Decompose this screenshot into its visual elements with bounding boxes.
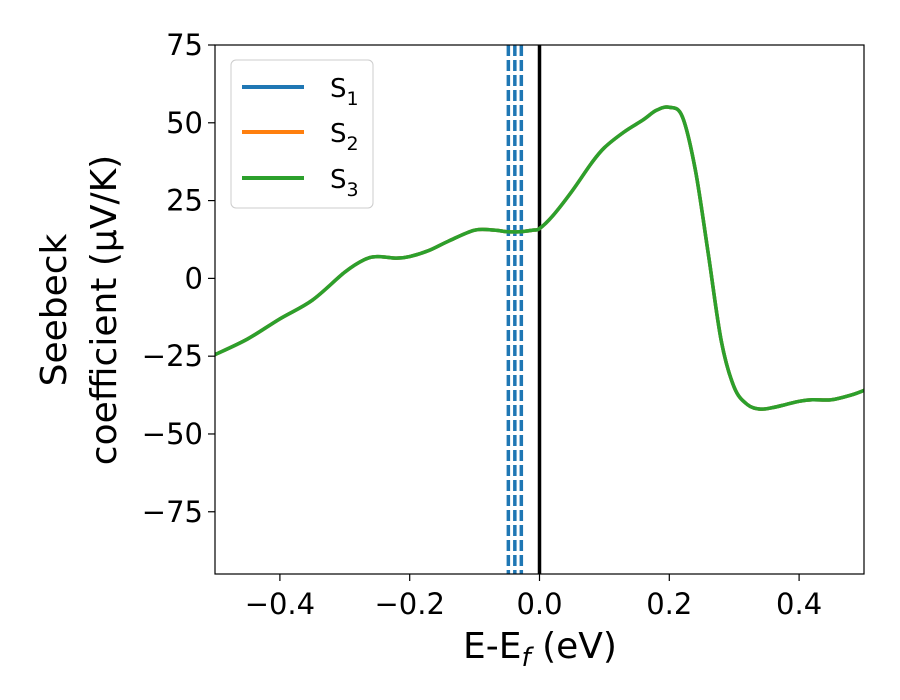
- y-axis: 75 50 25 0 −25 −50 −75: [142, 28, 215, 529]
- series-line-s3: [215, 105, 864, 411]
- x-tick-label: 0.4: [776, 587, 822, 621]
- x-tick-label: −0.2: [374, 587, 444, 621]
- plot-area: [215, 45, 864, 574]
- legend-label-s3: S3: [330, 165, 359, 201]
- y-tick-label: 50: [166, 106, 203, 140]
- y-tick-label: 25: [166, 184, 203, 218]
- x-tick-label: −0.4: [245, 587, 315, 621]
- legend-label-s2: S2: [330, 119, 359, 155]
- y-tick-label: 0: [185, 261, 203, 295]
- y-tick-label: −25: [142, 339, 203, 373]
- y-axis-title: Seebeck coefficient (μV/K): [34, 155, 125, 465]
- x-tick-label: 0.0: [516, 587, 562, 621]
- y-tick-label: −75: [142, 495, 203, 529]
- legend-label-s1: S1: [330, 74, 359, 110]
- x-axis: −0.4 −0.2 0.0 0.2 0.4: [245, 574, 822, 621]
- y-tick-label: 75: [166, 28, 203, 62]
- y-axis-title-line2: coefficient (μV/K): [84, 155, 125, 465]
- y-tick-label: −50: [142, 417, 203, 451]
- y-axis-title-line1: Seebeck: [34, 233, 75, 386]
- legend: S1 S2 S3: [230, 59, 374, 209]
- x-axis-title-main: E-E: [463, 626, 521, 667]
- x-tick-label: 0.2: [646, 587, 692, 621]
- x-axis-title-suffix: (eV): [531, 626, 617, 667]
- x-axis-title: E-Ef (eV): [463, 626, 617, 673]
